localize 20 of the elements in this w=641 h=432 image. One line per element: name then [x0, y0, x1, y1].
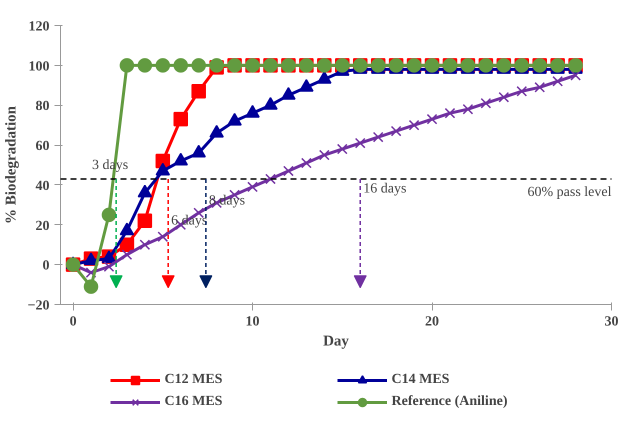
ref-line-label: 60% pass level: [528, 184, 612, 200]
x-tick-label: 20: [425, 314, 440, 330]
y-tick-label: 120: [28, 20, 50, 34]
legend-label: Reference (Aniline): [392, 394, 508, 410]
y-tick-label: 20: [36, 218, 50, 234]
y-tick-label: 100: [28, 59, 50, 74]
y-tick-label: 40: [36, 178, 50, 194]
x-axis-title: Day: [323, 334, 350, 350]
x-tick-label: 30: [604, 314, 618, 330]
y-axis-title: % Biodegradation: [4, 105, 20, 224]
y-tick-label: 80: [36, 99, 50, 114]
y-tick-label: −20: [28, 298, 50, 314]
x-tick-label: 10: [246, 314, 260, 330]
y-tick-label: 60: [36, 139, 50, 154]
y-tick-label: 0: [42, 258, 50, 274]
annotation: 16 days: [363, 181, 406, 196]
legend-label: C12 MES: [164, 372, 224, 388]
legend-label: C14 MES: [392, 372, 450, 388]
x-tick-label: 0: [70, 314, 77, 330]
legend-label: C16 MES: [164, 394, 224, 410]
